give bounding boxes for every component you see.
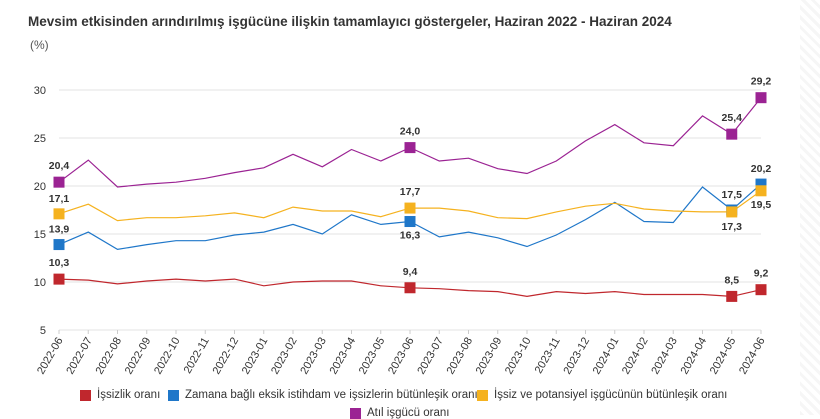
legend-item-3[interactable]: Atıl işgücü oranı bbox=[350, 407, 449, 419]
x-tick-label: 2024-04 bbox=[679, 336, 710, 377]
data-label: 17,5 bbox=[722, 189, 743, 201]
data-label: 17,3 bbox=[722, 221, 743, 233]
data-label: 16,3 bbox=[400, 230, 421, 242]
data-marker bbox=[404, 216, 416, 228]
legend-swatch bbox=[168, 389, 179, 401]
x-tick-label: 2023-06 bbox=[386, 336, 417, 377]
x-tick-label: 2023-11 bbox=[533, 336, 563, 376]
data-marker bbox=[755, 92, 767, 104]
data-label: 24,0 bbox=[400, 126, 421, 138]
x-tick-label: 2022-09 bbox=[123, 336, 154, 377]
data-label: 8,5 bbox=[724, 274, 739, 286]
y-tick-label: 25 bbox=[34, 133, 46, 145]
x-tick-label: 2023-02 bbox=[269, 336, 300, 377]
legend-label: Atıl işgücü oranı bbox=[367, 407, 450, 419]
data-label: 20,4 bbox=[49, 160, 70, 172]
data-label: 9,4 bbox=[403, 266, 418, 278]
y-tick-label: 30 bbox=[34, 85, 46, 97]
data-label: 20,2 bbox=[751, 163, 772, 175]
data-label: 25,4 bbox=[722, 112, 743, 124]
data-marker bbox=[755, 178, 767, 190]
x-tick-label: 2024-03 bbox=[649, 336, 680, 377]
decorative-strip bbox=[800, 0, 820, 415]
x-tick-label: 2023-09 bbox=[474, 336, 505, 377]
legend-item-0[interactable]: İşsizlik oranı bbox=[80, 389, 160, 401]
x-tick-label: 2024-02 bbox=[620, 336, 651, 377]
data-marker bbox=[53, 208, 65, 220]
x-tick-label: 2023-03 bbox=[298, 336, 329, 377]
y-tick-label: 5 bbox=[40, 325, 46, 337]
data-label: 29,2 bbox=[751, 76, 772, 88]
x-tick-label: 2023-01 bbox=[240, 336, 271, 377]
x-tick-label: 2024-05 bbox=[708, 336, 739, 377]
data-label: 19,5 bbox=[751, 199, 772, 211]
data-marker bbox=[726, 128, 738, 140]
x-tick-label: 2023-08 bbox=[445, 336, 476, 377]
data-marker bbox=[755, 185, 767, 197]
y-tick-label: 15 bbox=[34, 229, 46, 241]
data-label: 17,1 bbox=[49, 193, 70, 205]
legend-swatch bbox=[80, 389, 91, 401]
data-marker bbox=[404, 282, 416, 294]
data-label: 9,2 bbox=[754, 268, 769, 280]
data-label: 10,3 bbox=[49, 257, 70, 269]
legend-label: İşsiz ve potansiyel işgücünün bütünleşik… bbox=[494, 389, 728, 401]
x-tick-label: 2022-11 bbox=[182, 336, 212, 376]
x-tick-label: 2023-07 bbox=[415, 336, 446, 377]
legend-item-1[interactable]: Zamana bağlı eksik istihdam ve işsizleri… bbox=[168, 389, 478, 401]
y-tick-label: 10 bbox=[34, 277, 46, 289]
data-marker bbox=[53, 239, 65, 251]
y-tick-label: 20 bbox=[34, 181, 46, 193]
x-tick-label: 2022-12 bbox=[211, 336, 242, 377]
legend-item-2[interactable]: İşsiz ve potansiyel işgücünün bütünleşik… bbox=[477, 389, 727, 401]
legend-label: İşsizlik oranı bbox=[97, 389, 161, 401]
data-marker bbox=[404, 142, 416, 154]
chart-title: Mevsim etkisinden arındırılmış işgücüne … bbox=[28, 14, 672, 29]
x-tick-label: 2022-08 bbox=[94, 336, 125, 377]
data-marker bbox=[53, 176, 65, 188]
line-chart: 510152025302022-062022-072022-082022-092… bbox=[34, 76, 772, 377]
data-marker bbox=[404, 202, 416, 214]
x-tick-label: 2022-10 bbox=[152, 336, 183, 377]
data-marker bbox=[726, 290, 738, 302]
legend-label: Zamana bağlı eksik istihdam ve işsizleri… bbox=[185, 389, 478, 401]
data-label: 17,7 bbox=[400, 186, 421, 198]
y-axis-unit: (%) bbox=[30, 38, 49, 52]
data-label: 13,9 bbox=[49, 224, 70, 236]
x-tick-label: 2023-10 bbox=[503, 336, 534, 377]
data-marker bbox=[726, 206, 738, 218]
x-tick-label: 2024-06 bbox=[737, 336, 768, 377]
x-tick-label: 2023-04 bbox=[328, 336, 359, 377]
x-tick-label: 2023-12 bbox=[562, 336, 593, 377]
data-marker bbox=[53, 273, 65, 285]
x-tick-label: 2022-06 bbox=[35, 336, 66, 377]
x-tick-label: 2024-01 bbox=[591, 336, 622, 377]
x-tick-label: 2022-07 bbox=[64, 336, 95, 377]
legend-swatch bbox=[350, 407, 361, 419]
x-tick-label: 2023-05 bbox=[357, 336, 388, 377]
data-marker bbox=[755, 284, 767, 296]
legend-swatch bbox=[477, 389, 488, 401]
